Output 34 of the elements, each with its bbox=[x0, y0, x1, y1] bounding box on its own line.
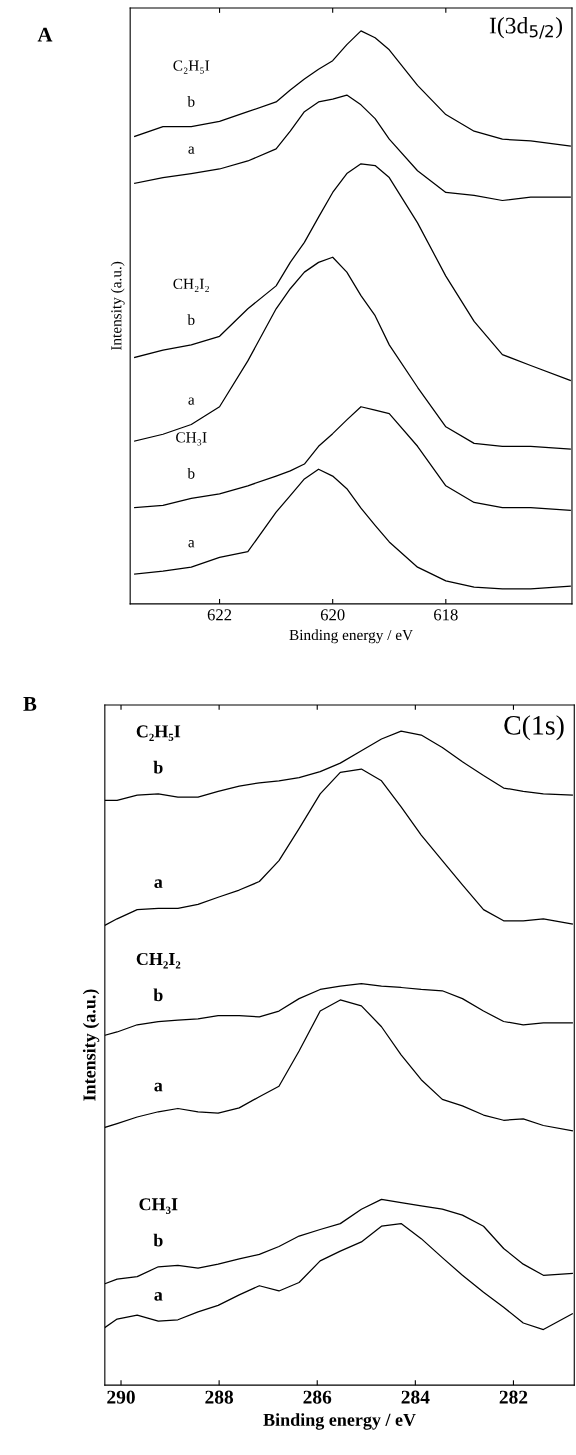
x-axis-title: Binding energy / eV bbox=[263, 1413, 416, 1430]
x-tick-label: 284 bbox=[401, 1390, 430, 1404]
y-axis-title: Intensity (a.u.) bbox=[82, 989, 100, 1101]
series-label: b bbox=[187, 467, 195, 479]
chart-title: I(3d$_{5/2}$) bbox=[489, 16, 563, 39]
series-label: b bbox=[187, 314, 195, 326]
series-label: a bbox=[154, 879, 163, 889]
x-tick-label: 622 bbox=[207, 609, 232, 621]
series-label: b bbox=[153, 1233, 163, 1247]
x-tick-label: 286 bbox=[303, 1390, 332, 1404]
annotation: CH₂I₂ bbox=[136, 952, 181, 969]
series-label: b bbox=[153, 760, 163, 774]
series-label: a bbox=[154, 1082, 163, 1092]
x-tick-label: 288 bbox=[205, 1390, 234, 1404]
x-tick-label: 290 bbox=[107, 1390, 135, 1404]
series-label: a bbox=[188, 540, 195, 548]
text: B bbox=[23, 697, 37, 711]
y-axis-title: Intensity (a.u.) bbox=[110, 261, 125, 351]
x-tick-label: 282 bbox=[499, 1390, 528, 1404]
series-label: a bbox=[188, 146, 195, 154]
series-label: a bbox=[188, 397, 195, 405]
annotation: CH₃I bbox=[176, 432, 207, 446]
x-axis-title: Binding energy / eV bbox=[289, 629, 413, 644]
annotation: C₂H₅I bbox=[173, 60, 210, 74]
x-tick-label: 620 bbox=[320, 609, 345, 621]
chart-title: C(1s) bbox=[504, 715, 564, 741]
x-tick-label: 618 bbox=[434, 609, 458, 621]
annotation: CH₂I₂ bbox=[173, 278, 209, 292]
annotation: C₂H₅I bbox=[136, 725, 181, 741]
text: A bbox=[37, 27, 53, 42]
series-label: b bbox=[187, 96, 195, 107]
annotation: CH₃I bbox=[139, 1198, 178, 1214]
series-label: b bbox=[153, 988, 163, 1002]
series-label: a bbox=[154, 1292, 163, 1301]
